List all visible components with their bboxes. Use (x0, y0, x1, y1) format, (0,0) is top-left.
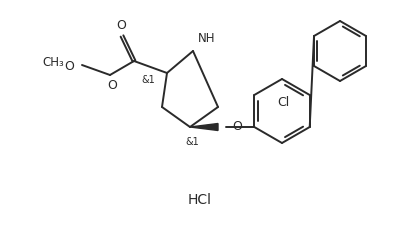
Text: CH₃: CH₃ (42, 55, 64, 68)
Text: NH: NH (198, 32, 216, 45)
Text: HCl: HCl (188, 192, 212, 206)
Text: &1: &1 (141, 75, 155, 85)
Polygon shape (190, 124, 218, 131)
Text: &1: &1 (185, 136, 199, 146)
Text: O: O (232, 120, 242, 133)
Text: Cl: Cl (277, 96, 289, 109)
Text: O: O (116, 19, 126, 32)
Text: O: O (64, 59, 74, 72)
Text: O: O (107, 79, 117, 92)
